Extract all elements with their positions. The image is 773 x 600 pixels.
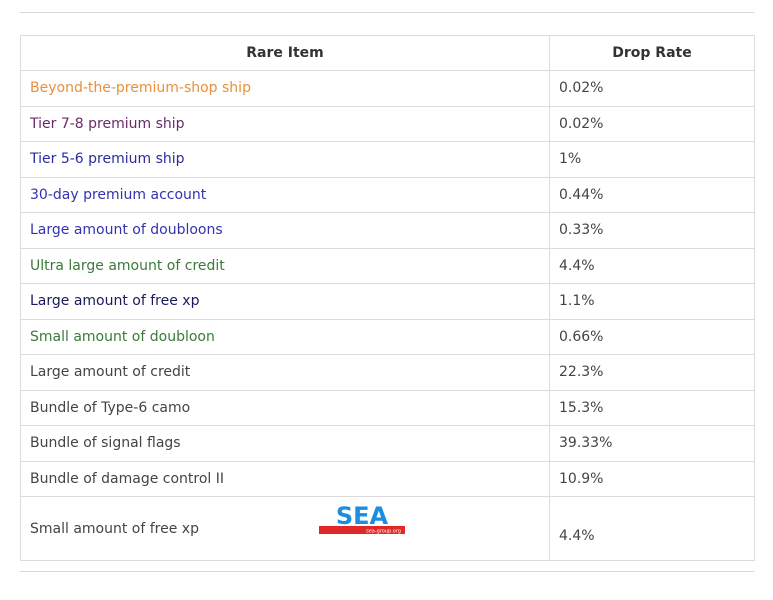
rare-item-cell: Bundle of Type-6 camo: [20, 389, 550, 426]
rare-item-cell: Large amount of free xp: [20, 283, 550, 320]
rare-item-cell: Large amount of doubloons: [20, 212, 550, 249]
table-row: Bundle of damage control II 10.9%: [20, 460, 755, 497]
table-row: Large amount of free xp 1.1%: [20, 283, 755, 320]
drop-rate-cell: 0.33%: [549, 212, 755, 249]
top-divider: [20, 12, 754, 13]
watermark-subtext: sea-group.org: [366, 529, 401, 535]
table-row: Tier 7-8 premium ship 0.02%: [20, 105, 755, 142]
table-row: Large amount of doubloons 0.33%: [20, 212, 755, 249]
table-row: Ultra large amount of credit 4.4%: [20, 247, 755, 284]
rare-item-cell: 30-day premium account: [20, 176, 550, 213]
drop-rate-cell: 1.1%: [549, 283, 755, 320]
header-drop-rate: Drop Rate: [549, 35, 755, 71]
table-header-row: Rare Item Drop Rate: [20, 35, 755, 71]
rare-item-cell: Tier 5-6 premium ship: [20, 141, 550, 178]
rare-item-cell: Bundle of signal flags: [20, 425, 550, 462]
bottom-divider: [20, 571, 754, 572]
drop-rate-cell: 0.02%: [549, 70, 755, 107]
drop-rate-cell: 39.33%: [549, 425, 755, 462]
rare-item-cell: Small amount of doubloon: [20, 318, 550, 355]
watermark-text: SEA: [336, 503, 389, 530]
drop-rate-cell: 15.3%: [549, 389, 755, 426]
rare-item-cell: Ultra large amount of credit: [20, 247, 550, 284]
drop-rate-cell: 10.9%: [549, 460, 755, 497]
rare-item-cell: Beyond-the-premium-shop ship: [20, 70, 550, 107]
table-row: Large amount of credit 22.3%: [20, 354, 755, 391]
drop-rate-cell: 0.66%: [549, 318, 755, 355]
drop-rate-cell: 1%: [549, 141, 755, 178]
rare-item-cell: Large amount of credit: [20, 354, 550, 391]
table-row: Small amount of free xp 4.4%: [20, 496, 755, 561]
table-row: Beyond-the-premium-shop ship 0.02%: [20, 70, 755, 107]
drop-rate-table: Rare Item Drop Rate Beyond-the-premium-s…: [20, 35, 755, 561]
drop-rate-cell: 4.4%: [549, 496, 755, 561]
table-row: Small amount of doubloon 0.66%: [20, 318, 755, 355]
table-row: Bundle of Type-6 camo 15.3%: [20, 389, 755, 426]
drop-rate-cell: 0.02%: [549, 105, 755, 142]
header-rare-item: Rare Item: [20, 35, 550, 71]
table-row: Tier 5-6 premium ship 1%: [20, 141, 755, 178]
table-row: Bundle of signal flags 39.33%: [20, 425, 755, 462]
drop-rate-cell: 0.44%: [549, 176, 755, 213]
drop-rate-cell: 4.4%: [549, 247, 755, 284]
sea-watermark-logo: SEA sea-group.org: [319, 503, 405, 535]
table-row: 30-day premium account 0.44%: [20, 176, 755, 213]
rare-item-cell: Tier 7-8 premium ship: [20, 105, 550, 142]
rare-item-cell: Bundle of damage control II: [20, 460, 550, 497]
drop-rate-cell: 22.3%: [549, 354, 755, 391]
rare-item-cell: Small amount of free xp: [20, 496, 550, 561]
